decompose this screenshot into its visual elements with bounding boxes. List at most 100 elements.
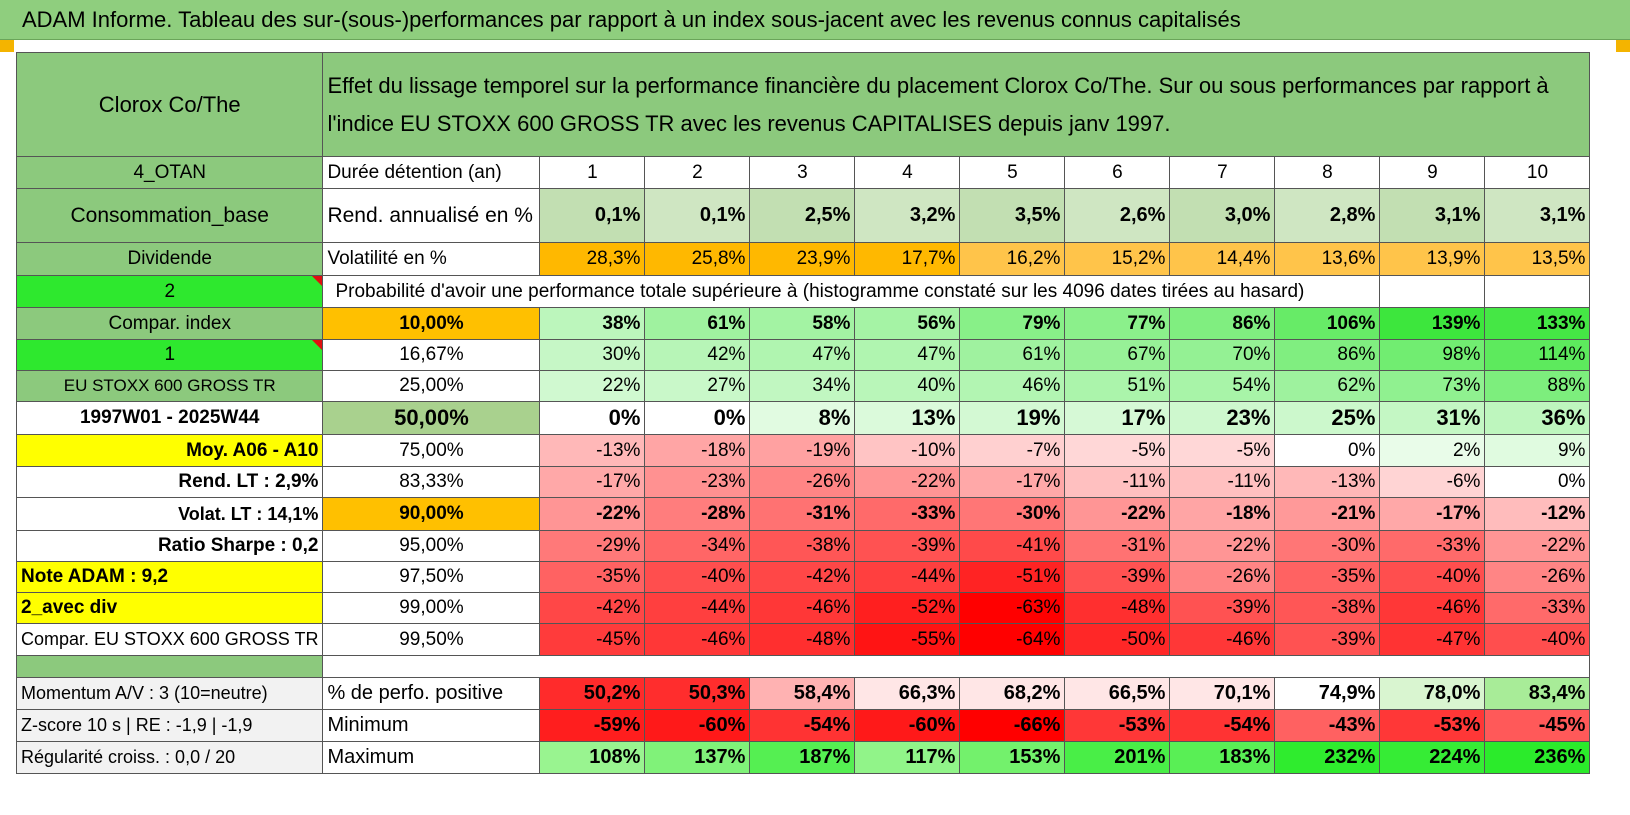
summary-value: 224%: [1379, 741, 1486, 774]
percentile-value: -11%: [1064, 466, 1171, 498]
summary-value: -53%: [1379, 709, 1486, 742]
percentile-value: 114%: [1484, 339, 1591, 371]
percentile-value: 36%: [1484, 401, 1591, 435]
duration-value: 10: [1484, 156, 1591, 189]
left-label: Volat. LT : 14,1%: [15, 497, 324, 531]
percentile-value: 61%: [644, 307, 751, 340]
percentile-label: 50,00%: [322, 401, 541, 435]
percentile-value: -40%: [1379, 561, 1486, 593]
rend-value: 0,1%: [539, 188, 646, 243]
volatility-value: 16,2%: [959, 242, 1066, 276]
percentile-value: -38%: [1274, 592, 1381, 624]
percentile-value: 0%: [539, 401, 646, 435]
percentile-value: -23%: [644, 466, 751, 498]
percentile-value: 8%: [749, 401, 856, 435]
left-label: 1997W01 - 2025W44: [15, 401, 324, 435]
left-label: Consommation_base: [15, 188, 324, 243]
percentile-value: 73%: [1379, 370, 1486, 402]
summary-left-label: Régularité croiss. : 0,0 / 20: [15, 741, 324, 774]
percentile-label: 83,33%: [322, 466, 541, 498]
percentile-value: 31%: [1379, 401, 1486, 435]
percentile-value: -42%: [749, 561, 856, 593]
summary-value: -59%: [539, 709, 646, 742]
summary-value: 58,4%: [749, 677, 856, 710]
left-label: Compar. EU STOXX 600 GROSS TR: [15, 623, 324, 656]
volatility-value: 17,7%: [854, 242, 961, 276]
summary-row-label: Maximum: [322, 741, 541, 774]
probability-title: Probabilité d'avoir une performance tota…: [322, 275, 1381, 308]
percentile-label: 97,50%: [322, 561, 541, 593]
spacer-row: [15, 655, 1591, 678]
percentile-value: -31%: [1064, 530, 1171, 562]
percentile-value: -19%: [749, 434, 856, 467]
page-title: ADAM Informe. Tableau des sur-(sous-)per…: [22, 7, 1241, 32]
duration-value: 2: [644, 156, 751, 189]
duration-row: 4_OTAN Durée détention (an) 1 2 3 4 5 6 7 8 9 10: [15, 156, 1591, 189]
percentile-value: -46%: [1169, 623, 1276, 656]
percentile-value: 25%: [1274, 401, 1381, 435]
summary-value: 183%: [1169, 741, 1276, 774]
summary-value: -54%: [749, 709, 856, 742]
duration-value: 6: [1064, 156, 1171, 189]
summary-value: -54%: [1169, 709, 1276, 742]
percentile-value: 51%: [1064, 370, 1171, 402]
percentile-value: 47%: [854, 339, 961, 371]
volatility-value: 13,9%: [1379, 242, 1486, 276]
percentile-value: -33%: [1484, 592, 1591, 624]
percentile-value: -29%: [539, 530, 646, 562]
volatility-value: 23,9%: [749, 242, 856, 276]
percentile-value: -26%: [749, 466, 856, 498]
percentile-value: -39%: [1064, 561, 1171, 593]
percentile-value: -63%: [959, 592, 1066, 624]
row-label: Volatilité en %: [322, 242, 541, 276]
summary-row: Z-score 10 s | RE : -1,9 | -1,9 Minimum -5…: [15, 709, 1591, 742]
percentile-value: -64%: [959, 623, 1066, 656]
percentile-value: -5%: [1169, 434, 1276, 467]
summary-value: -60%: [644, 709, 751, 742]
percentile-row: EU STOXX 600 GROSS TR 25,00% 22% 27% 34% 40% 4…: [15, 370, 1591, 402]
percentile-value: -22%: [1169, 530, 1276, 562]
corner-marker-left: [0, 40, 14, 52]
percentile-value: 42%: [644, 339, 751, 371]
rend-value: 2,5%: [749, 188, 856, 243]
percentile-value: 22%: [539, 370, 646, 402]
percentile-value: -18%: [644, 434, 751, 467]
rend-value: 2,8%: [1274, 188, 1381, 243]
percentile-value: -38%: [749, 530, 856, 562]
summary-value: 66,3%: [854, 677, 961, 710]
summary-row-label: % de perfo. positive: [322, 677, 541, 710]
percentile-value: -44%: [644, 592, 751, 624]
summary-row-label: Minimum: [322, 709, 541, 742]
summary-value: 117%: [854, 741, 961, 774]
percentile-label: 75,00%: [322, 434, 541, 467]
summary-value: 83,4%: [1484, 677, 1591, 710]
percentile-value: 34%: [749, 370, 856, 402]
summary-value: 153%: [959, 741, 1066, 774]
rend-row: Consommation_base Rend. annualisé en % 0,1…: [15, 188, 1591, 243]
percentile-value: -21%: [1274, 497, 1381, 531]
percentile-row: 2_avec div 99,00% -42% -44% -46% -52% -63% -48%…: [15, 592, 1591, 624]
summary-value: -45%: [1484, 709, 1591, 742]
percentile-row: 1 16,67% 30% 42% 47% 47% 61% 67% 70% 86% 98% 114%: [15, 339, 1591, 371]
summary-value: 78,0%: [1379, 677, 1486, 710]
summary-value: 74,9%: [1274, 677, 1381, 710]
row-label: Rend. annualisé en %: [322, 188, 541, 243]
percentile-row: Note ADAM : 9,2 97,50% -35% -40% -42% -44% -51…: [15, 561, 1591, 593]
percentile-value: -11%: [1169, 466, 1276, 498]
duration-value: 9: [1379, 156, 1486, 189]
percentile-row: Compar. EU STOXX 600 GROSS TR 99,50% -45% -…: [15, 623, 1591, 656]
percentile-value: 139%: [1379, 307, 1486, 340]
percentile-value: 70%: [1169, 339, 1276, 371]
percentile-value: 86%: [1169, 307, 1276, 340]
percentile-value: -31%: [749, 497, 856, 531]
percentile-value: -30%: [1274, 530, 1381, 562]
percentile-value: 86%: [1274, 339, 1381, 371]
percentile-value: 0%: [644, 401, 751, 435]
volatility-value: 15,2%: [1064, 242, 1171, 276]
rend-value: 3,0%: [1169, 188, 1276, 243]
left-label: 1: [15, 339, 324, 371]
percentile-value: -35%: [539, 561, 646, 593]
volatility-value: 25,8%: [644, 242, 751, 276]
percentile-value: 98%: [1379, 339, 1486, 371]
percentile-value: -39%: [1274, 623, 1381, 656]
